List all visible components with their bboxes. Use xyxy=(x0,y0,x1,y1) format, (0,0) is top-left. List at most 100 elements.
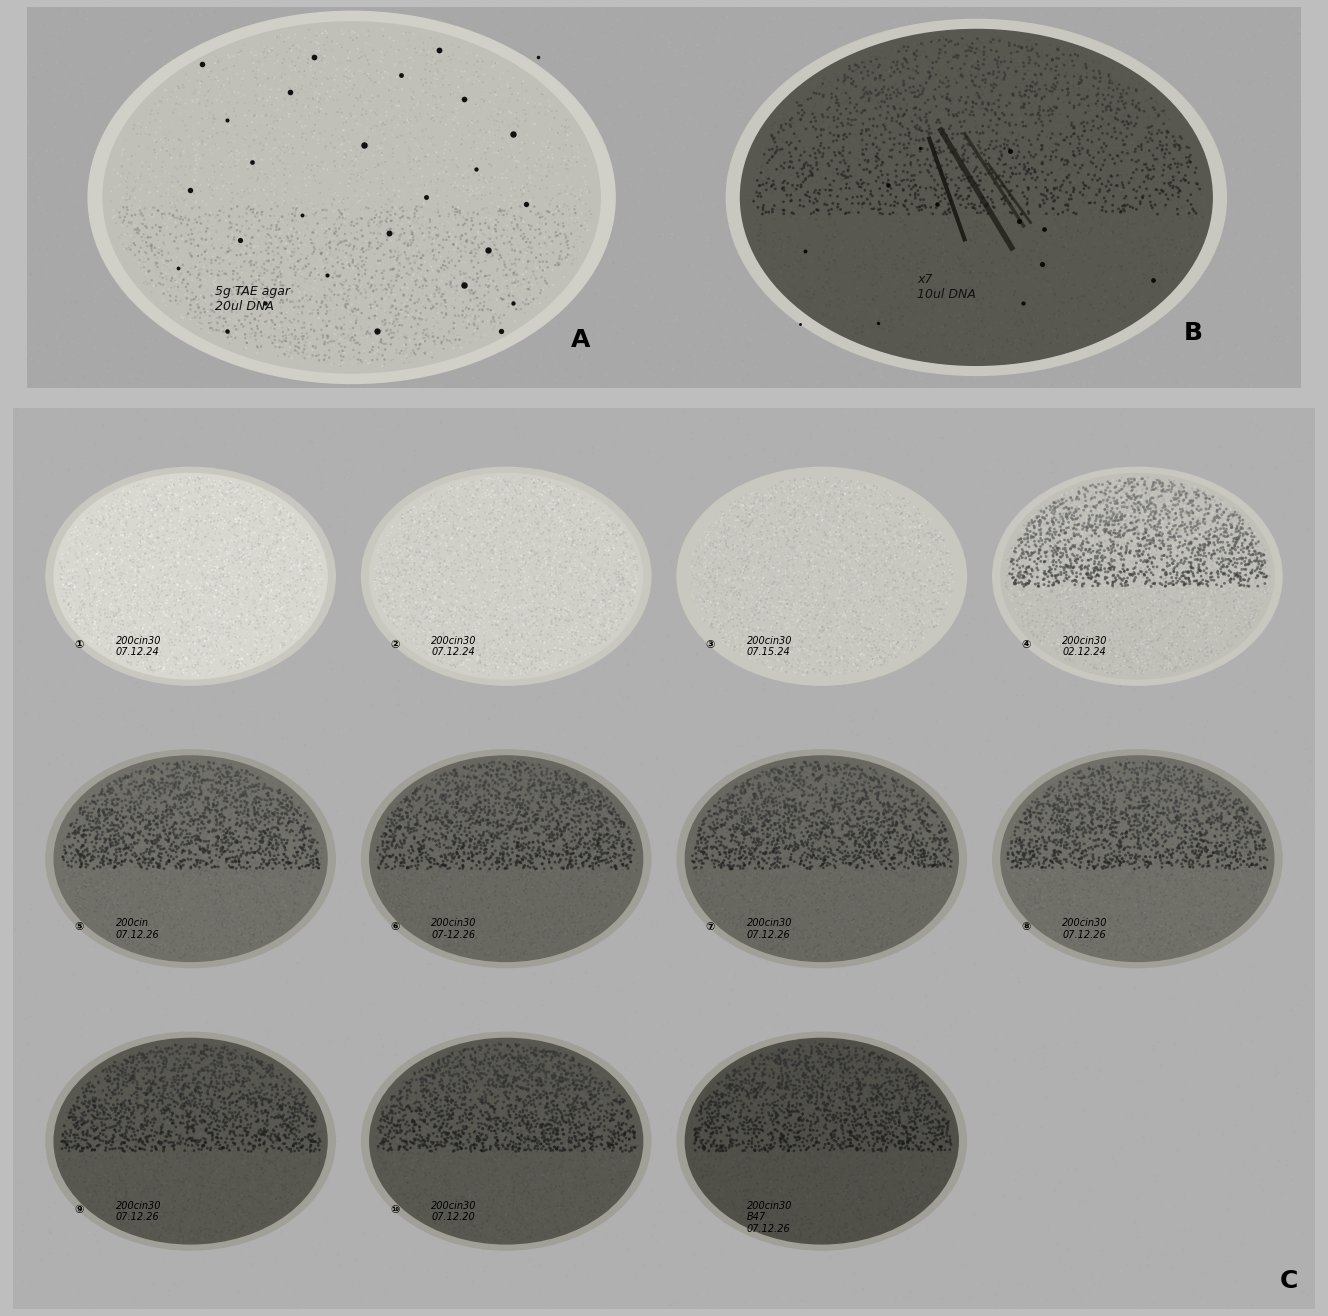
Point xyxy=(474,1055,495,1076)
Point xyxy=(478,1113,499,1134)
Point xyxy=(1097,940,1118,961)
Point xyxy=(290,557,311,578)
Point xyxy=(382,499,404,520)
Point xyxy=(384,601,405,622)
Point xyxy=(737,490,758,511)
Point xyxy=(210,182,231,203)
Point xyxy=(470,1184,491,1205)
Point xyxy=(760,890,781,911)
Point xyxy=(874,47,895,68)
Point xyxy=(202,1166,223,1187)
Point xyxy=(385,1087,406,1108)
Point xyxy=(560,836,582,857)
Point xyxy=(564,118,586,139)
Point xyxy=(300,1140,321,1161)
Point xyxy=(750,186,772,207)
Point xyxy=(246,67,267,88)
Point xyxy=(782,504,803,525)
Point xyxy=(114,913,135,934)
Point xyxy=(748,1083,769,1104)
Point xyxy=(151,1015,173,1036)
Point xyxy=(214,301,235,322)
Point xyxy=(66,605,88,626)
Point xyxy=(1166,368,1187,390)
Point xyxy=(163,771,185,792)
Point xyxy=(616,858,637,879)
Point xyxy=(505,253,526,274)
Point xyxy=(583,567,604,588)
Point xyxy=(661,26,683,47)
Point xyxy=(126,371,147,392)
Point xyxy=(62,848,84,869)
Point xyxy=(227,1071,248,1092)
Point xyxy=(1090,89,1112,111)
Point xyxy=(902,779,923,800)
Point xyxy=(542,1075,563,1096)
Point xyxy=(446,1182,467,1203)
Point xyxy=(632,792,653,813)
Point xyxy=(869,228,890,249)
Point xyxy=(1042,496,1064,517)
Point xyxy=(738,862,760,883)
Point xyxy=(876,529,898,550)
Point xyxy=(1161,825,1182,846)
Point xyxy=(544,966,566,987)
Point xyxy=(92,1140,113,1161)
Point xyxy=(264,901,286,923)
Point xyxy=(506,1183,527,1204)
Point xyxy=(896,899,918,920)
Point xyxy=(1068,99,1089,120)
Point xyxy=(791,898,813,919)
Point xyxy=(161,620,182,641)
Point xyxy=(1130,494,1151,515)
Point xyxy=(392,508,413,529)
Point xyxy=(922,1148,943,1169)
Point xyxy=(608,822,629,844)
Point xyxy=(695,886,716,907)
Point xyxy=(39,942,60,963)
Point xyxy=(1133,622,1154,644)
Point xyxy=(1057,225,1078,246)
Point xyxy=(1134,154,1155,175)
Point xyxy=(704,143,725,164)
Point xyxy=(780,832,801,853)
Point xyxy=(432,1115,453,1136)
Point xyxy=(321,232,343,253)
Point xyxy=(201,874,222,895)
Point xyxy=(834,30,855,51)
Point xyxy=(847,1071,869,1092)
Point xyxy=(301,1103,323,1124)
Point xyxy=(104,1180,125,1202)
Point xyxy=(1046,850,1068,871)
Point xyxy=(1171,817,1193,838)
Point xyxy=(1013,99,1035,120)
Point xyxy=(1183,866,1204,887)
Point xyxy=(465,578,486,599)
Point xyxy=(376,1098,397,1119)
Point xyxy=(977,13,999,34)
Point xyxy=(1109,845,1130,866)
Point xyxy=(703,800,724,821)
Point xyxy=(82,376,104,397)
Point xyxy=(444,1148,465,1169)
Point xyxy=(448,245,469,266)
Point xyxy=(402,620,424,641)
Point xyxy=(894,138,915,159)
Point xyxy=(869,782,890,803)
Point xyxy=(586,46,607,67)
Point xyxy=(242,274,263,295)
Point xyxy=(141,597,162,619)
Point xyxy=(851,883,872,904)
Point xyxy=(325,1187,347,1208)
Point xyxy=(558,1049,579,1070)
Point xyxy=(49,251,70,272)
Point xyxy=(498,766,519,787)
Point xyxy=(224,513,246,534)
Point xyxy=(1129,499,1150,520)
Point xyxy=(284,186,305,207)
Point xyxy=(1009,54,1031,75)
Point xyxy=(416,842,437,863)
Point xyxy=(772,471,793,492)
Point xyxy=(84,821,105,842)
Point xyxy=(904,134,926,155)
